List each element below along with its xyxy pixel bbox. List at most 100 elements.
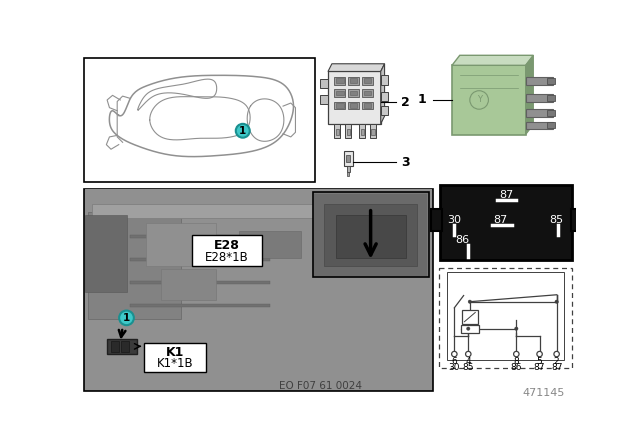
Bar (547, 122, 555, 129)
Text: 1: 1 (239, 126, 246, 136)
Bar (525, 94, 553, 102)
Bar (320, 79, 328, 88)
Bar (334, 124, 340, 138)
Text: 86: 86 (455, 235, 469, 245)
Polygon shape (525, 55, 533, 134)
Text: 2: 2 (401, 96, 410, 109)
Circle shape (554, 351, 559, 357)
Bar (84, 189, 433, 391)
Text: 86: 86 (511, 363, 522, 372)
Bar (121, 341, 129, 352)
Circle shape (555, 300, 558, 303)
Polygon shape (381, 64, 385, 124)
Text: 87: 87 (499, 190, 513, 200)
Circle shape (467, 327, 470, 330)
Bar (324, 204, 417, 266)
Text: E28: E28 (214, 239, 240, 252)
Bar (447, 272, 564, 360)
Bar (314, 194, 428, 276)
Text: 6: 6 (451, 357, 457, 366)
Circle shape (119, 310, 134, 325)
Circle shape (537, 351, 542, 357)
Bar (547, 95, 555, 101)
Bar (359, 124, 365, 138)
Text: 1: 1 (418, 94, 426, 107)
Circle shape (515, 327, 518, 330)
Text: 471145: 471145 (522, 388, 564, 397)
Bar (111, 341, 119, 352)
Bar (381, 75, 388, 85)
Bar (345, 124, 351, 138)
Text: Y: Y (477, 95, 482, 104)
Bar (371, 129, 374, 135)
Text: 3: 3 (401, 156, 410, 169)
Bar (84, 58, 315, 182)
Bar (525, 77, 553, 85)
Bar (131, 258, 270, 261)
Bar (346, 155, 351, 162)
Bar (336, 78, 344, 83)
Bar (431, 209, 442, 231)
Bar (370, 124, 376, 138)
Bar (349, 103, 358, 108)
Text: 87: 87 (551, 363, 563, 372)
Bar (334, 102, 345, 109)
Text: 2: 2 (554, 357, 559, 366)
Bar (131, 235, 270, 238)
Text: 8: 8 (513, 357, 519, 366)
Bar (84, 215, 127, 293)
Bar (336, 103, 344, 108)
Bar (362, 89, 373, 97)
Bar (336, 90, 344, 95)
Circle shape (465, 351, 471, 357)
Circle shape (514, 351, 519, 357)
Text: 1: 1 (123, 313, 130, 323)
Bar (131, 281, 270, 284)
Bar (334, 77, 345, 85)
Bar (362, 102, 373, 109)
Bar (349, 90, 358, 95)
Bar (107, 339, 136, 354)
Bar (364, 90, 371, 95)
Bar (381, 92, 388, 102)
Bar (131, 304, 270, 307)
Text: 87: 87 (493, 215, 507, 225)
Bar (525, 109, 553, 117)
Text: 5: 5 (537, 357, 543, 366)
Text: 85: 85 (463, 363, 474, 372)
Bar (320, 95, 328, 104)
Bar (452, 65, 525, 134)
Text: 30: 30 (447, 215, 461, 225)
Text: 30: 30 (449, 363, 460, 372)
Bar (88, 211, 180, 319)
Text: K1*1B: K1*1B (157, 357, 194, 370)
Text: 85: 85 (550, 215, 564, 225)
Bar (161, 269, 216, 300)
Bar (571, 209, 581, 231)
Bar (348, 77, 359, 85)
Bar (312, 192, 429, 277)
Bar (440, 185, 572, 260)
Bar (461, 325, 479, 332)
Circle shape (236, 124, 250, 138)
Text: E28*1B: E28*1B (205, 250, 249, 263)
Bar (92, 204, 324, 218)
Bar (364, 78, 371, 83)
Polygon shape (452, 55, 533, 65)
Circle shape (452, 351, 457, 357)
Text: 87: 87 (534, 363, 545, 372)
Bar (547, 110, 555, 116)
Bar (146, 223, 216, 266)
Bar (381, 106, 388, 116)
Bar (328, 72, 381, 124)
Text: K1: K1 (166, 346, 184, 359)
Text: 4: 4 (465, 357, 471, 366)
Bar (364, 103, 371, 108)
Bar (348, 102, 359, 109)
Bar (525, 121, 553, 129)
Bar (348, 89, 359, 97)
Bar (362, 77, 373, 85)
Circle shape (468, 300, 472, 303)
Bar (336, 129, 339, 135)
Bar (348, 172, 349, 176)
